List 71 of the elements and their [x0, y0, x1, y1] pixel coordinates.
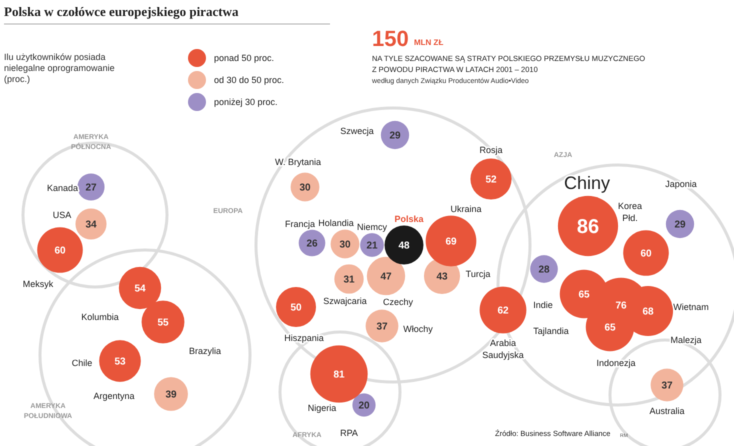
text: 150 [372, 26, 409, 51]
data-label: 31 [343, 274, 355, 286]
category-label: Indonezja [596, 358, 636, 368]
category-label: Argentyna [93, 391, 135, 401]
category-label: Czechy [382, 297, 414, 307]
category-label: Francja [284, 219, 316, 229]
category-label: Turcja [466, 269, 490, 279]
category-label: Australia [649, 406, 685, 416]
data-label: 29 [674, 220, 686, 230]
text: MLN ZŁ [414, 38, 444, 47]
text: Polska w czołówce europejskiego piractwa [4, 4, 239, 19]
category-label: Wietnam [673, 302, 709, 312]
data-label: 39 [165, 390, 177, 400]
data-label: 30 [339, 240, 351, 250]
data-label: 62 [497, 306, 509, 316]
data-label: 55 [157, 318, 169, 328]
category-label: Rosja [479, 145, 503, 155]
category-label: Chile [72, 358, 92, 368]
data-label: 30 [299, 182, 311, 194]
data-label: 65 [578, 290, 590, 300]
data-label: 68 [642, 306, 654, 318]
category-label: RPA [340, 428, 358, 438]
data-label: 47 [380, 272, 392, 282]
category-label: Polska [394, 214, 424, 224]
category-label: USA [52, 210, 72, 220]
category-label: Meksyk [22, 279, 54, 289]
category-label: Ukraina [450, 204, 482, 214]
category-label: Indie [533, 300, 553, 310]
data-label: 52 [485, 174, 497, 186]
data-label: 65 [604, 322, 616, 334]
category-label: Arabia Saudyjska [482, 338, 524, 360]
text: Ilu użytkowników posiada nielegalne oprogramowanie (proc.) [4, 52, 115, 84]
category-label: Hiszpania [284, 333, 324, 343]
data-label: 69 [445, 236, 457, 248]
data-label: 50 [290, 302, 302, 314]
data-label: 34 [85, 220, 97, 230]
category-label: Włochy [403, 324, 434, 334]
category-label: Korea Płd. [618, 201, 642, 223]
data-label: 60 [54, 246, 66, 256]
category-label: Kanada [46, 183, 78, 193]
category-label: Szwajcaria [323, 296, 367, 306]
category-label: Japonia [665, 179, 697, 189]
category-label: Holandia [318, 218, 354, 228]
category-label: Brazylia [188, 346, 222, 356]
data-label: 54 [134, 284, 146, 294]
data-label: 76 [615, 300, 627, 312]
category-label: Chiny [564, 173, 610, 193]
data-label: 27 [85, 182, 97, 194]
data-label: 48 [398, 240, 410, 252]
data-label: 43 [436, 272, 448, 282]
category-label: Szwecja [340, 126, 374, 136]
data-label: 29 [389, 130, 401, 142]
category-label: Nigeria [308, 403, 336, 413]
data-label: 60 [640, 248, 652, 260]
data-label: 37 [661, 380, 673, 392]
data-label: 53 [114, 356, 126, 368]
category-label: W. Brytania [274, 157, 322, 167]
category-label: Tajlandia [533, 326, 569, 336]
data-label: 21 [366, 240, 378, 252]
data-label: 37 [376, 322, 388, 332]
category-label: Niemcy [356, 222, 388, 232]
legend-label: ponad 50 proc. [214, 53, 274, 63]
data-label: 26 [306, 238, 318, 250]
data-label: 28 [538, 264, 550, 276]
data-label: 86 [576, 216, 600, 238]
data-label: 20 [358, 400, 370, 412]
data-label: 81 [333, 370, 345, 380]
legend-label: poniżej 30 proc. [214, 97, 278, 107]
legend-label: od 30 do 50 proc. [214, 75, 284, 85]
category-label: Malezja [670, 335, 702, 345]
category-label: Kolumbia [81, 312, 119, 322]
